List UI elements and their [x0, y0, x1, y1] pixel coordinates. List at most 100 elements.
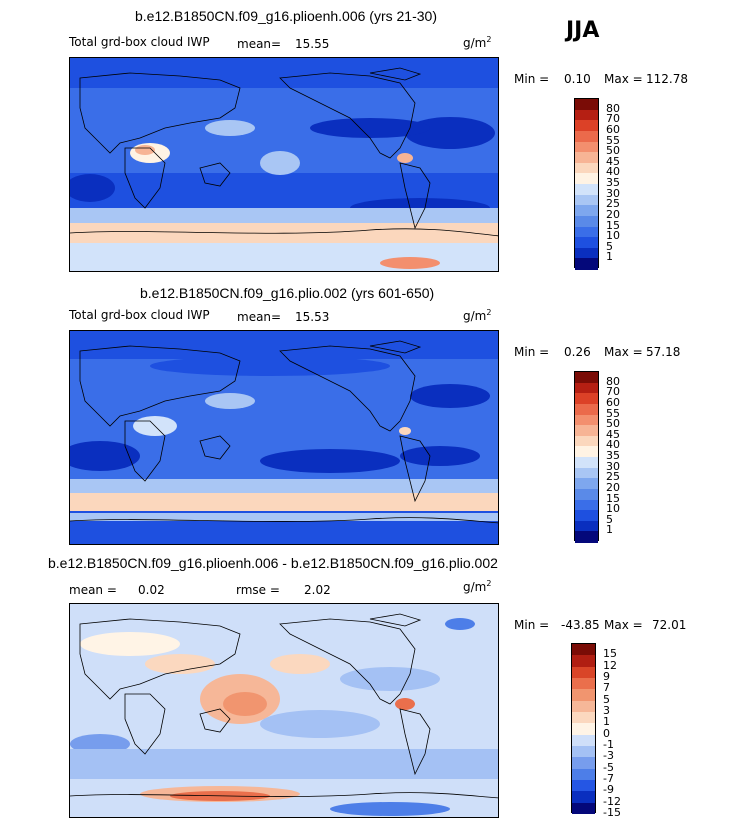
- panel2-colorbar-label: 5: [606, 512, 613, 526]
- panel2-colorbar-label: 55: [606, 406, 620, 420]
- panel1-colorbar-cell: [575, 130, 598, 142]
- panel3-colorbar-cell: [572, 644, 595, 656]
- panel3-colorbar-cell: [572, 666, 595, 679]
- panel1-map-field: [70, 58, 498, 271]
- panel1-max-value: 112.78: [646, 72, 688, 86]
- panel2-colorbar-label: 25: [606, 470, 620, 484]
- panel3-colorbar-label: -1: [603, 738, 614, 751]
- panel2-colorbar-label: 60: [606, 395, 620, 409]
- panel3-colorbar-cell: [572, 723, 595, 736]
- panel1-colorbar-cell: [575, 184, 598, 196]
- panel2-colorbar: [574, 371, 599, 543]
- panel2-colorbar-cell: [575, 499, 598, 511]
- panel3-colorbar-label: 15: [603, 647, 617, 661]
- panel2-colorbar-cell: [575, 520, 598, 532]
- panel3-colorbar-label: -12: [603, 794, 621, 808]
- panel3-max-label: Max =: [604, 618, 643, 632]
- panel3-mean-label: mean =: [69, 583, 117, 597]
- panel2-colorbar-cell: [575, 382, 598, 394]
- panel2-min-label: Min =: [514, 345, 550, 359]
- panel1-mean-value: 15.55: [295, 37, 330, 51]
- panel1-colorbar: [574, 98, 599, 270]
- panel1-colorbar-label: 15: [606, 218, 620, 232]
- panel2-variable-label: Total grd-box cloud IWP: [69, 308, 210, 322]
- panel1-colorbar-cell: [575, 247, 598, 259]
- panel1-colorbar-label: 20: [606, 207, 620, 221]
- panel2-colorbar-cell: [575, 372, 598, 384]
- panel2-colorbar-cell: [575, 435, 598, 447]
- panel3-colorbar-label: 1: [603, 715, 610, 729]
- panel2-colorbar-label: 35: [606, 449, 620, 462]
- panel3-colorbar-cell: [572, 689, 595, 702]
- panel2-colorbar-cell: [575, 488, 598, 500]
- panel1-colorbar-cell: [575, 215, 598, 227]
- panel2-min-value: 0.26: [564, 345, 591, 359]
- panel1-colorbar-label: 30: [606, 186, 620, 200]
- panel2-colorbar-label: 10: [606, 502, 620, 516]
- panel3-colorbar-cell: [572, 678, 595, 690]
- panel3-rmse-label: rmse =: [236, 583, 280, 597]
- panel1-colorbar-cell: [575, 205, 598, 217]
- panel3-min-value: -43.85: [561, 618, 600, 632]
- panel3-colorbar-cell: [572, 791, 595, 804]
- panel1-map: [69, 57, 499, 272]
- panel3-colorbar-label: 7: [603, 681, 610, 695]
- panel2-colorbar-cell: [575, 414, 598, 426]
- panel2-colorbar-cell: [575, 467, 598, 479]
- panel3-min-label: Min =: [514, 618, 550, 632]
- season-label: JJA: [566, 18, 600, 43]
- panel1-colorbar-label: 55: [606, 133, 620, 147]
- panel3-map-field: [70, 604, 498, 817]
- panel3-title: b.e12.B1850CN.f09_g16.plioenh.006 - b.e1…: [48, 555, 498, 571]
- panel1-colorbar-label: 80: [606, 101, 620, 115]
- panel3-colorbar-label: 0: [603, 726, 610, 740]
- panel2-max-label: Max =: [604, 345, 643, 359]
- panel1-colorbar-label: 5: [606, 239, 613, 253]
- panel2-title: b.e12.B1850CN.f09_g16.plio.002 (yrs 601-…: [140, 285, 435, 301]
- panel2-colorbar-label: 20: [606, 480, 620, 494]
- panel3-colorbar-cell: [572, 655, 595, 668]
- panel3-colorbar-label: 12: [603, 658, 617, 672]
- panel2-colorbar-label: 1: [606, 523, 613, 537]
- panel2-max-value: 57.18: [646, 345, 681, 359]
- panel3-colorbar: [571, 643, 596, 815]
- panel1-min-value: 0.10: [564, 72, 591, 86]
- panel1-colorbar-cell: [575, 258, 598, 270]
- panel2-colorbar-label: 15: [606, 491, 620, 505]
- panel2-colorbar-label: 80: [606, 374, 620, 388]
- panel1-colorbar-cell: [575, 120, 598, 132]
- panel1-colorbar-cell: [575, 162, 598, 174]
- panel1-colorbar-label: 50: [606, 144, 620, 158]
- panel1-colorbar-cell: [575, 141, 598, 153]
- panel3-colorbar-cell: [572, 768, 595, 781]
- panel3-rmse-value: 2.02: [304, 583, 331, 597]
- panel1-mean-label: mean=: [237, 37, 282, 51]
- panel2-colorbar-label: 40: [606, 438, 620, 452]
- panel1-colorbar-label: 35: [606, 176, 620, 189]
- panel3-colorbar-cell: [572, 780, 595, 792]
- panel2-colorbar-cell: [575, 457, 598, 469]
- panel1-colorbar-label: 60: [606, 122, 620, 136]
- panel1-colorbar-label: 70: [606, 112, 620, 126]
- panel3-colorbar-cell: [572, 700, 595, 713]
- panel1-colorbar-cell: [575, 152, 598, 164]
- panel3-colorbar-label: 9: [603, 670, 610, 683]
- panel1-colorbar-cell: [575, 173, 598, 185]
- panel1-colorbar-cell: [575, 194, 598, 206]
- panel3-map: [69, 603, 499, 818]
- panel2-colorbar-cell: [575, 393, 598, 405]
- panel3-colorbar-label: 3: [603, 704, 610, 717]
- panel1-title: b.e12.B1850CN.f09_g16.plioenh.006 (yrs 2…: [135, 8, 437, 24]
- panel2-units: g/m2: [463, 308, 492, 323]
- panel2-map: [69, 330, 499, 545]
- panel3-colorbar-cell: [572, 757, 595, 770]
- panel3-colorbar-label: -15: [603, 806, 621, 819]
- panel1-min-label: Min =: [514, 72, 550, 86]
- panel2-colorbar-label: 45: [606, 427, 620, 441]
- panel2-colorbar-label: 70: [606, 385, 620, 399]
- panel1-max-label: Max =: [604, 72, 643, 86]
- panel2-colorbar-cell: [575, 510, 598, 522]
- panel2-colorbar-cell: [575, 446, 598, 458]
- panel1-colorbar-label: 1: [606, 250, 613, 264]
- panel2-colorbar-label: 50: [606, 417, 620, 431]
